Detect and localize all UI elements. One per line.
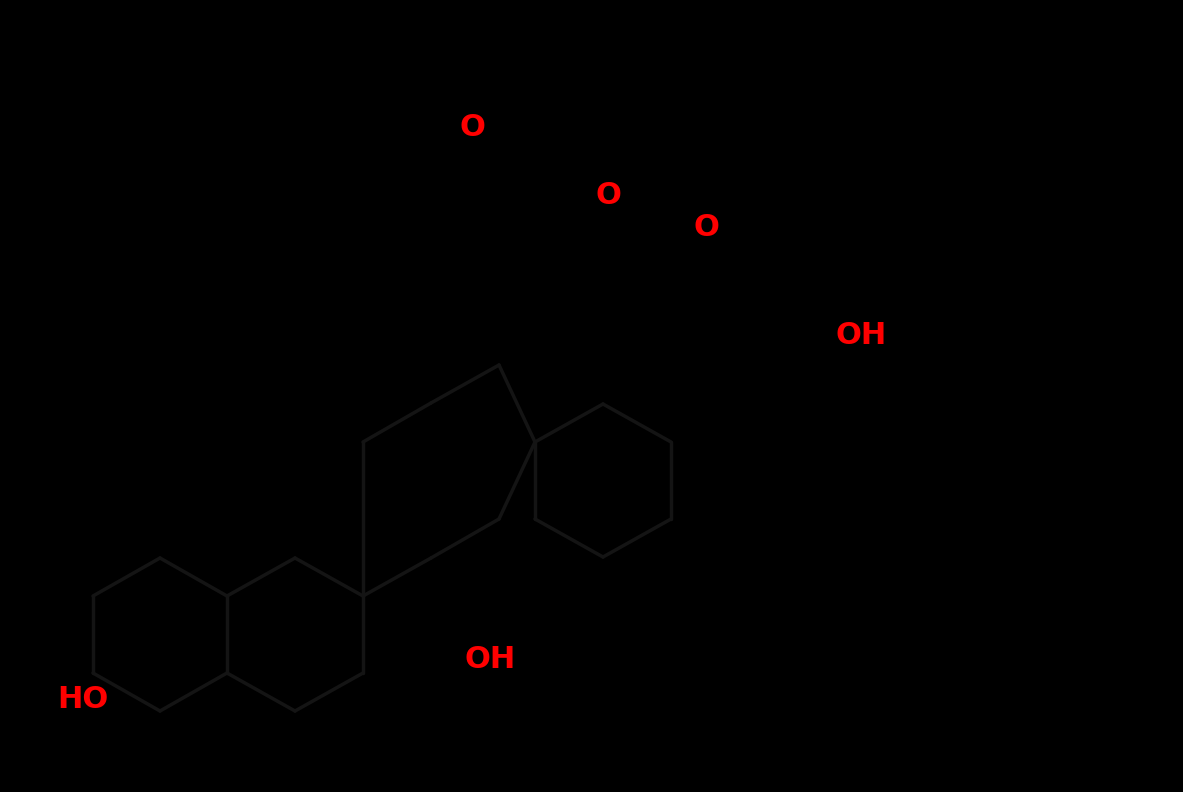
Text: OH: OH bbox=[465, 645, 516, 675]
Text: O: O bbox=[459, 112, 485, 142]
Text: O: O bbox=[693, 214, 719, 242]
Text: O: O bbox=[595, 181, 621, 211]
Text: OH: OH bbox=[836, 321, 887, 349]
Text: HO: HO bbox=[57, 686, 109, 714]
